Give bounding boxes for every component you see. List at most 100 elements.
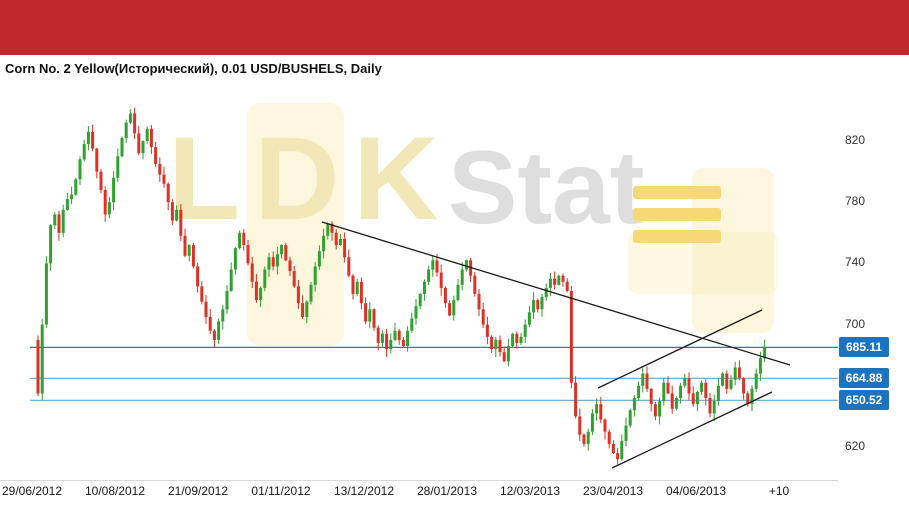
candle-body (553, 278, 557, 285)
candle-body (611, 443, 615, 454)
candle-body (372, 309, 376, 328)
candle-body (494, 339, 498, 350)
candle-body (502, 352, 506, 362)
candle-body (326, 223, 330, 236)
candle-body (628, 410, 632, 426)
candle-body (527, 312, 531, 325)
candle-body (338, 238, 342, 246)
candle-body (683, 378, 687, 386)
candle-body (95, 148, 99, 172)
candle-body (74, 179, 78, 195)
candle-body (204, 301, 208, 317)
candle-body (254, 281, 258, 301)
candle-body (53, 214, 57, 226)
candle-body (721, 373, 725, 386)
candle-body (137, 133, 141, 154)
candle-body (435, 260, 439, 273)
candle-body (154, 147, 158, 164)
candle-body (112, 177, 116, 203)
candle-body (645, 373, 649, 389)
candle-body (221, 309, 225, 322)
candle-body (397, 330, 401, 340)
candle-body (548, 278, 552, 288)
candle-body (733, 367, 737, 380)
candle-body (317, 251, 321, 267)
candle-body (506, 346, 510, 362)
candle-body (443, 287, 447, 304)
candle-body (364, 303, 368, 322)
candle-body (334, 232, 338, 246)
candle-body (385, 333, 389, 350)
candle-body (107, 202, 111, 215)
candle-body (687, 378, 691, 394)
candle-body (212, 330, 216, 340)
candle-body (305, 301, 309, 317)
candle-body (742, 378, 746, 394)
candle-body (99, 171, 103, 190)
candle-body (679, 385, 683, 399)
candle-body (380, 333, 384, 343)
trendline[interactable] (611, 391, 773, 469)
candle-body (460, 269, 464, 285)
candle-body (758, 358, 762, 374)
candle-body (662, 382, 666, 402)
candle-body (620, 440, 624, 460)
candle-body (242, 232, 246, 246)
candle-body (44, 263, 48, 325)
candle-body (271, 257, 275, 267)
candle-body (607, 431, 611, 444)
candle-body (418, 294, 422, 307)
candle-body (70, 194, 74, 200)
candle-body (658, 401, 662, 417)
candle-body (170, 202, 174, 221)
hamburger-icon (633, 186, 721, 252)
candle-body (565, 281, 569, 291)
candle-body (57, 214, 61, 233)
candle-body (284, 245, 288, 261)
candle-body (124, 122, 128, 138)
candle-body (158, 163, 162, 175)
candle-body (422, 281, 426, 294)
candle-body (259, 287, 263, 301)
candle-body (250, 263, 254, 282)
candle-body (763, 347, 767, 359)
candle-body (296, 286, 300, 304)
candle-body (599, 404, 603, 420)
trendline[interactable] (321, 221, 791, 366)
candle-body (649, 388, 653, 405)
candle-body (410, 318, 414, 331)
candle-body (637, 385, 641, 399)
candle-body (590, 413, 594, 432)
candle-body (653, 404, 657, 417)
candle-body (393, 330, 397, 340)
candle-body (624, 425, 628, 441)
candle-body (700, 382, 704, 392)
candle-body (217, 321, 221, 340)
candle-body (309, 284, 313, 302)
candle-body (330, 223, 334, 233)
candle-body (569, 290, 573, 383)
candle-body (359, 281, 363, 304)
candle-body (464, 260, 468, 270)
candle-body (414, 306, 418, 319)
candle-body (725, 373, 729, 389)
candle-body (389, 339, 393, 350)
candle-body (616, 453, 620, 460)
candle-body (141, 141, 145, 154)
candle-body (343, 238, 347, 258)
trendline[interactable] (597, 309, 763, 389)
candle-body (578, 416, 582, 435)
candle-body (86, 131, 90, 145)
candle-body (275, 254, 279, 267)
candle-body (120, 137, 124, 157)
candle-body (225, 290, 229, 310)
candle-body (36, 339, 40, 394)
candle-body (40, 324, 44, 394)
window-top-bar (0, 0, 909, 55)
candle-body (187, 245, 191, 256)
candle-body (750, 388, 754, 405)
candle-body (532, 300, 536, 313)
candle-body (754, 373, 758, 389)
